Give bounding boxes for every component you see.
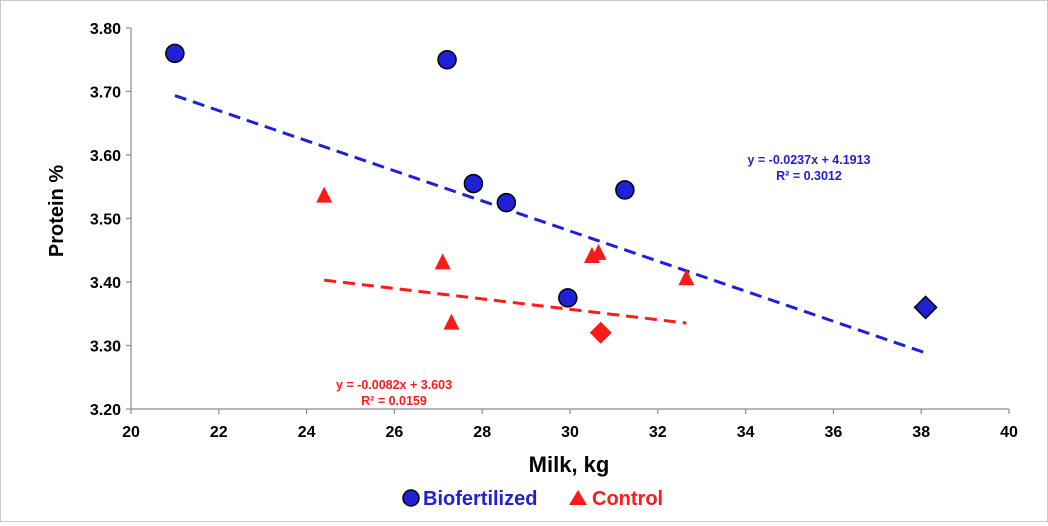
biofertilized-point xyxy=(615,180,635,200)
x-tick-label: 24 xyxy=(298,424,316,441)
control-trendline xyxy=(323,278,687,325)
control-mean-marker xyxy=(589,321,612,344)
control-point xyxy=(678,269,695,286)
x-tick-label: 26 xyxy=(386,424,404,441)
x-tick-label: 40 xyxy=(1000,424,1018,441)
biofertilized-equation: y = -0.0237x + 4.1913 xyxy=(747,153,870,167)
y-tick-label: 3.20 xyxy=(90,402,121,419)
control-point xyxy=(443,313,460,330)
biofertilized-point xyxy=(165,43,185,64)
legend-control-marker xyxy=(569,490,587,505)
control-r-squared: R² = 0.0159 xyxy=(361,394,427,408)
y-tick-label: 3.40 xyxy=(90,275,121,292)
y-tick-label: 3.50 xyxy=(90,212,121,229)
x-tick-label: 28 xyxy=(473,424,491,441)
biofertilized-point xyxy=(463,173,484,194)
trendlines xyxy=(174,94,927,355)
legend-control-label: Control xyxy=(592,488,663,510)
biofertilized-mean-marker xyxy=(913,295,938,320)
control-equation: y = -0.0082x + 3.603 xyxy=(336,378,452,392)
x-tick-label: 20 xyxy=(122,424,140,441)
y-axis-label: Protein % xyxy=(46,165,68,257)
y-tick-label: 3.30 xyxy=(90,339,121,356)
biofertilized-r-squared: R² = 0.3012 xyxy=(776,169,842,183)
legend-biofertilized-marker xyxy=(402,489,420,507)
x-axis-label: Milk, kg xyxy=(529,452,610,477)
axes: 3.20 3.30 3.40 3.50 3.60 3.70 3.80 20 22 24 26 28 30… xyxy=(90,21,1018,441)
data-marks xyxy=(165,43,938,344)
biofertilized-point xyxy=(496,192,517,213)
x-tick-label: 36 xyxy=(825,424,843,441)
control-point xyxy=(316,186,333,203)
x-tick-label: 22 xyxy=(210,424,228,441)
x-tick-label: 32 xyxy=(649,424,667,441)
y-tick-label: 3.70 xyxy=(90,85,121,102)
biofertilized-trendline xyxy=(174,94,927,355)
legend-biofertilized-label: Biofertilized xyxy=(423,488,537,510)
biofertilized-point xyxy=(437,50,457,70)
legend: Biofertilized Control xyxy=(402,488,663,510)
y-tick-label: 3.80 xyxy=(90,21,121,38)
biofertilized-point xyxy=(558,288,578,308)
x-tick-label: 38 xyxy=(912,424,930,441)
control-point xyxy=(590,243,607,260)
y-tick-label: 3.60 xyxy=(90,148,121,165)
control-point xyxy=(434,253,451,270)
x-tick-label: 34 xyxy=(737,424,755,441)
x-tick-label: 30 xyxy=(561,424,579,441)
